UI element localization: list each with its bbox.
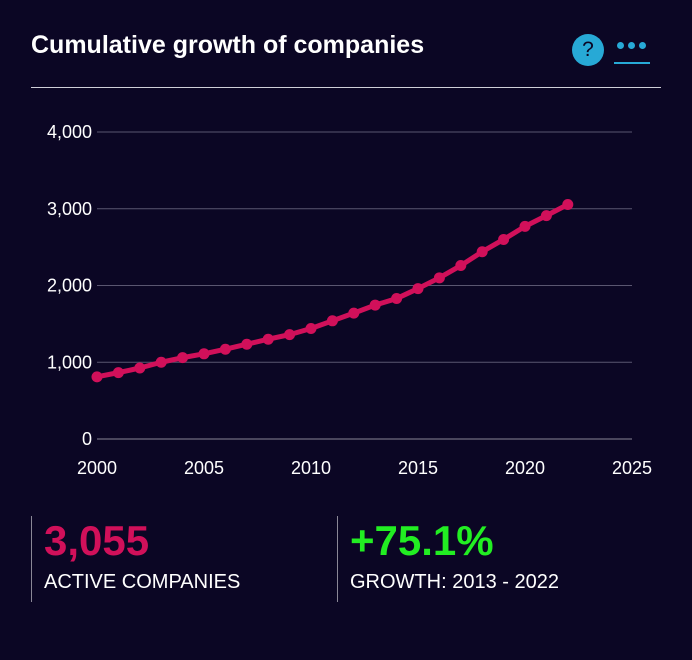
x-tick-label: 2000 bbox=[77, 458, 117, 478]
y-tick-label: 3,000 bbox=[47, 199, 92, 219]
data-point[interactable] bbox=[369, 299, 381, 311]
data-point[interactable] bbox=[433, 272, 445, 284]
active-companies-stat: 3,055 ACTIVE COMPANIES bbox=[31, 516, 322, 602]
data-point[interactable] bbox=[134, 362, 146, 374]
x-tick-label: 2015 bbox=[398, 458, 438, 478]
data-point[interactable] bbox=[284, 329, 296, 341]
y-tick-label: 1,000 bbox=[47, 352, 92, 372]
data-point[interactable] bbox=[198, 348, 210, 360]
y-tick-label: 4,000 bbox=[47, 122, 92, 142]
help-button[interactable]: ? bbox=[572, 34, 604, 66]
data-point[interactable] bbox=[262, 333, 274, 345]
growth-stat: +75.1% GROWTH: 2013 - 2022 bbox=[337, 516, 658, 602]
x-tick-label: 2025 bbox=[612, 458, 652, 478]
data-point[interactable] bbox=[498, 233, 510, 245]
data-point[interactable] bbox=[519, 220, 531, 232]
growth-value: +75.1% bbox=[350, 517, 494, 564]
data-point[interactable] bbox=[412, 283, 424, 295]
active-companies-value: 3,055 bbox=[44, 517, 150, 564]
data-point[interactable] bbox=[476, 246, 488, 258]
data-point[interactable] bbox=[91, 371, 103, 383]
data-point[interactable] bbox=[455, 260, 467, 272]
data-point[interactable] bbox=[348, 307, 360, 319]
data-point[interactable] bbox=[155, 356, 167, 368]
active-companies-label: ACTIVE COMPANIES bbox=[44, 571, 241, 593]
data-point[interactable] bbox=[391, 293, 403, 305]
growth-label: GROWTH: 2013 - 2022 bbox=[350, 571, 559, 593]
data-point[interactable] bbox=[112, 367, 124, 379]
more-options-button[interactable] bbox=[614, 34, 650, 64]
data-point[interactable] bbox=[562, 199, 574, 211]
data-point[interactable] bbox=[540, 210, 552, 222]
x-tick-label: 2020 bbox=[505, 458, 545, 478]
data-point[interactable] bbox=[241, 338, 253, 350]
x-tick-label: 2005 bbox=[184, 458, 224, 478]
data-point[interactable] bbox=[305, 322, 317, 334]
question-circle-icon: ? bbox=[582, 38, 594, 61]
y-tick-label: 0 bbox=[82, 429, 92, 449]
header-divider bbox=[31, 87, 661, 88]
series-line bbox=[94, 202, 571, 380]
data-point[interactable] bbox=[326, 315, 338, 327]
line-chart: 0 1,000 2,000 3,000 4,000 2000 2005 2010 2015 20… bbox=[47, 122, 652, 478]
x-tick-label: 2010 bbox=[291, 458, 331, 478]
data-point[interactable] bbox=[177, 352, 189, 364]
data-point[interactable] bbox=[219, 343, 231, 355]
y-tick-label: 2,000 bbox=[47, 276, 92, 296]
chart-title: Cumulative growth of companies bbox=[31, 31, 425, 59]
